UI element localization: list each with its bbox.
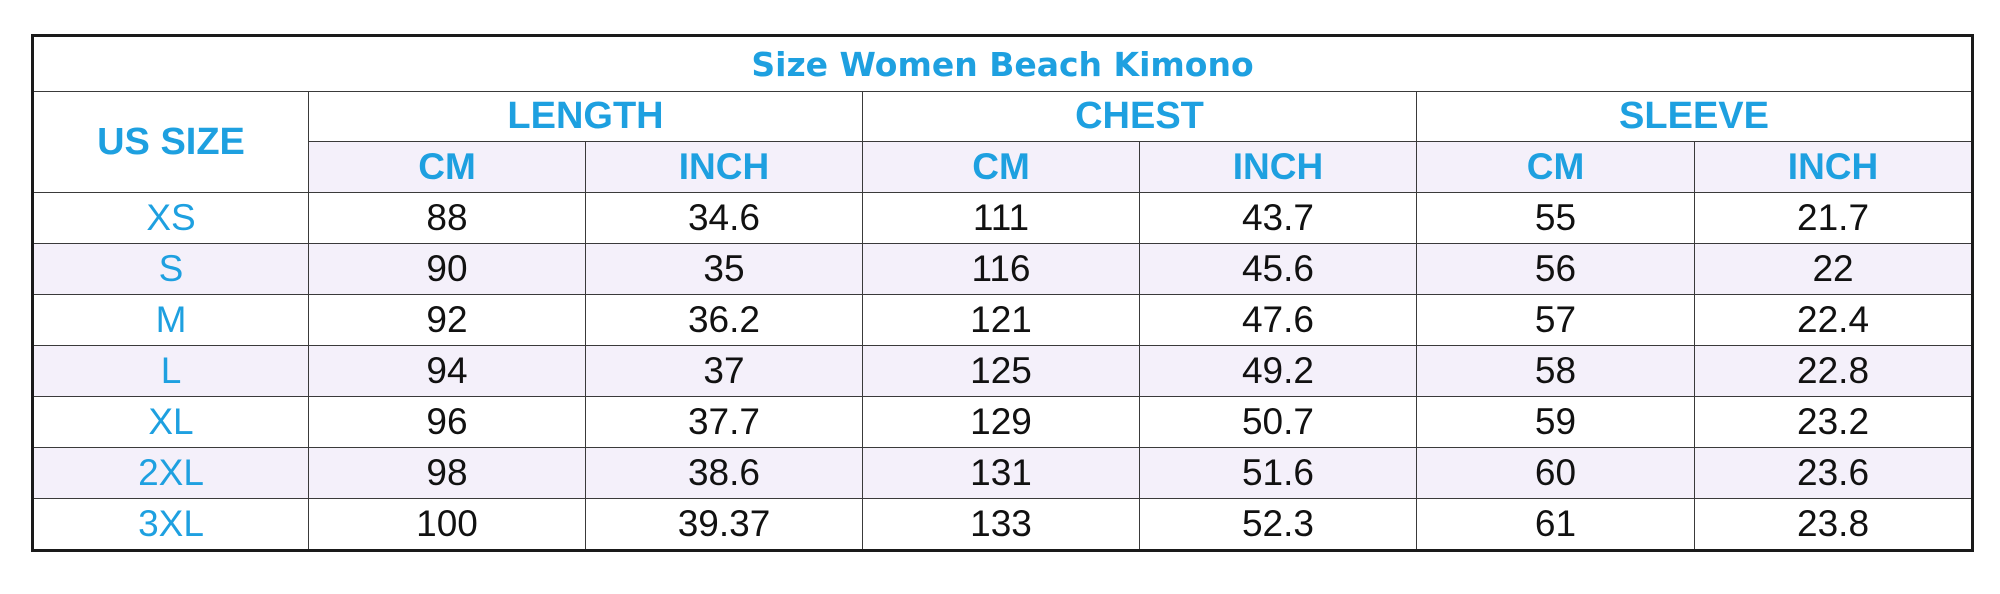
table-row: XS 88 34.6 111 43.7 55 21.7 [32, 192, 1974, 244]
table-row: 2XL 98 38.6 131 51.6 60 23.6 [32, 447, 1974, 499]
sleeve-inch-value: 21.7 [1693, 192, 1974, 244]
chest-inch-value: 49.2 [1139, 345, 1417, 397]
sleeve-cm-value: 55 [1416, 192, 1695, 244]
size-label: 2XL [32, 447, 309, 499]
length-cm-value: 94 [308, 345, 586, 397]
chest-inch-value: 52.3 [1139, 498, 1417, 551]
length-cm-value: 90 [308, 243, 586, 295]
chest-cm-value: 133 [862, 498, 1140, 551]
sleeve-cm-value: 59 [1416, 396, 1695, 448]
table-row: M 92 36.2 121 47.6 57 22.4 [32, 294, 1974, 346]
length-inch-header: INCH [585, 141, 863, 193]
length-inch-value: 35 [585, 243, 863, 295]
sleeve-cm-value: 58 [1416, 345, 1695, 397]
sleeve-header: SLEEVE [1415, 91, 1974, 142]
chest-cm-header: CM [862, 141, 1140, 193]
chest-inch-value: 50.7 [1139, 396, 1417, 448]
length-inch-value: 37 [585, 345, 863, 397]
size-label: XS [32, 192, 309, 244]
chest-inch-value: 47.6 [1139, 294, 1417, 346]
chest-inch-value: 51.6 [1139, 447, 1417, 499]
length-cm-value: 92 [308, 294, 586, 346]
length-cm-header: CM [308, 141, 586, 193]
table-row: L 94 37 125 49.2 58 22.8 [32, 345, 1974, 397]
sleeve-inch-value: 23.2 [1693, 396, 1974, 448]
sleeve-cm-value: 61 [1416, 498, 1695, 551]
chest-header: CHEST [862, 91, 1417, 142]
size-label: 3XL [32, 498, 309, 551]
size-label: XL [32, 396, 309, 448]
length-inch-value: 38.6 [585, 447, 863, 499]
length-header: LENGTH [308, 91, 863, 142]
sleeve-inch-value: 22.4 [1693, 294, 1974, 346]
length-inch-value: 34.6 [585, 192, 863, 244]
group-header-row: US SIZE LENGTH CHEST SLEEVE [32, 91, 1974, 193]
length-inch-value: 37.7 [585, 396, 863, 448]
us-size-header: US SIZE [32, 91, 309, 193]
sleeve-inch-value: 23.8 [1693, 498, 1974, 551]
length-inch-value: 39.37 [585, 498, 863, 551]
size-chart-table: Size Women Beach Kimono US SIZE LENGTH C… [31, 34, 1975, 552]
sleeve-inch-value: 22 [1693, 243, 1974, 295]
chest-inch-value: 43.7 [1139, 192, 1417, 244]
table-row: 3XL 100 39.37 133 52.3 61 23.8 [32, 498, 1974, 551]
length-cm-value: 98 [308, 447, 586, 499]
chest-cm-value: 129 [862, 396, 1140, 448]
sleeve-cm-value: 56 [1416, 243, 1695, 295]
chest-inch-value: 45.6 [1139, 243, 1417, 295]
chest-cm-value: 125 [862, 345, 1140, 397]
size-label: L [32, 345, 309, 397]
length-cm-value: 100 [308, 498, 586, 551]
sleeve-cm-value: 57 [1416, 294, 1695, 346]
chest-cm-value: 131 [862, 447, 1140, 499]
sleeve-inch-header: INCH [1693, 141, 1974, 193]
sleeve-cm-value: 60 [1416, 447, 1695, 499]
length-cm-value: 96 [308, 396, 586, 448]
table-row: XL 96 37.7 129 50.7 59 23.2 [32, 396, 1974, 448]
chest-inch-header: INCH [1139, 141, 1417, 193]
sleeve-inch-value: 23.6 [1693, 447, 1974, 499]
chest-cm-value: 121 [862, 294, 1140, 346]
length-inch-value: 36.2 [585, 294, 863, 346]
size-label: S [32, 243, 309, 295]
sleeve-cm-header: CM [1416, 141, 1695, 193]
sleeve-inch-value: 22.8 [1693, 345, 1974, 397]
table-row: S 90 35 116 45.6 56 22 [32, 243, 1974, 295]
chest-cm-value: 116 [862, 243, 1140, 295]
chest-cm-value: 111 [862, 192, 1140, 244]
table-title: Size Women Beach Kimono [31, 35, 1974, 92]
title-row: Size Women Beach Kimono [31, 35, 1974, 92]
size-label: M [32, 294, 309, 346]
length-cm-value: 88 [308, 192, 586, 244]
unit-header-row: CM INCH CM INCH CM INCH [33, 141, 1974, 193]
